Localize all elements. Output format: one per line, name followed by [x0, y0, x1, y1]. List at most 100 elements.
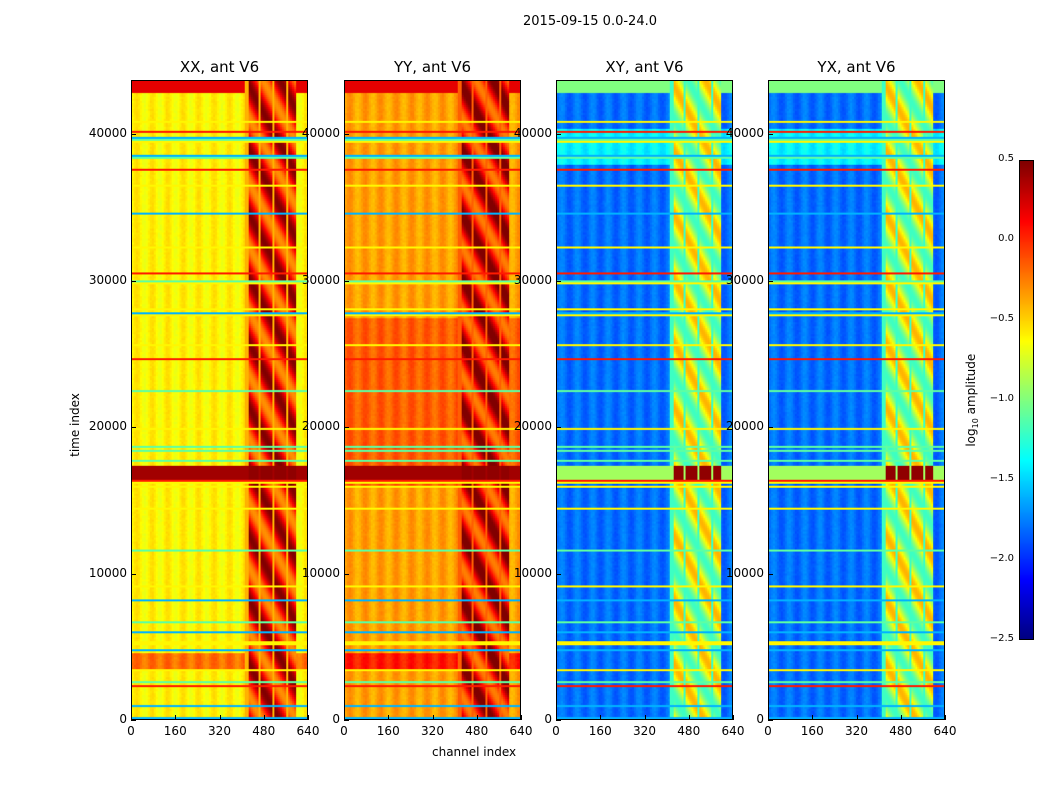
y-tick-label: 10000	[513, 565, 552, 580]
x-tick-label: 480	[252, 724, 276, 738]
panel-title: YX, ant V6	[817, 58, 896, 76]
y-tick-mark	[768, 134, 773, 136]
x-tick-label: 160	[588, 724, 612, 738]
heatmap-panel	[768, 80, 945, 720]
y-tick-label: 20000	[88, 419, 127, 434]
y-tick-mark	[556, 280, 561, 282]
y-tick-mark	[131, 280, 136, 282]
x-tick-mark	[733, 715, 734, 720]
panel-title: XX, ant V6	[179, 58, 260, 76]
y-tick-label: 30000	[301, 272, 340, 287]
y-tick-mark	[344, 427, 349, 429]
x-tick-mark	[476, 715, 478, 720]
x-tick-mark	[388, 715, 390, 720]
x-tick-mark	[812, 715, 814, 720]
y-tick-mark	[556, 134, 561, 136]
x-tick-mark	[308, 715, 309, 720]
x-tick-mark	[344, 715, 345, 720]
heatmap-panel	[556, 80, 733, 720]
x-tick-mark	[945, 715, 946, 720]
y-tick-mark	[131, 573, 136, 575]
y-tick-mark	[768, 427, 773, 429]
y-tick-label: 20000	[513, 419, 552, 434]
y-tick-label: 40000	[301, 126, 340, 141]
y-tick-mark	[768, 720, 773, 721]
x-tick-label: 640	[721, 724, 745, 738]
x-tick-label: 0	[764, 724, 772, 738]
colorbar-tick-label: −1.5	[989, 473, 1014, 484]
y-tick-mark	[556, 427, 561, 429]
x-tick-label: 160	[376, 724, 400, 738]
x-tick-label: 320	[421, 724, 444, 738]
y-tick-mark	[768, 280, 773, 282]
x-tick-mark	[432, 715, 434, 720]
y-tick-label: 0	[332, 712, 340, 726]
x-tick-mark	[219, 715, 221, 720]
x-tick-label: 640	[509, 724, 533, 738]
colorbar	[1019, 160, 1034, 640]
y-tick-mark	[344, 134, 349, 136]
x-tick-mark	[600, 715, 602, 720]
x-tick-mark	[131, 715, 132, 720]
x-tick-label: 0	[127, 724, 135, 738]
colorbar-tick-label: 0.0	[998, 233, 1014, 244]
x-tick-mark	[644, 715, 646, 720]
heatmap-image	[132, 81, 307, 719]
y-tick-label: 30000	[725, 272, 764, 287]
y-tick-mark	[344, 573, 349, 575]
y-tick-label: 0	[544, 712, 552, 726]
y-tick-label: 0	[756, 712, 764, 726]
x-tick-label: 480	[677, 724, 701, 738]
heatmap-image	[557, 81, 732, 719]
colorbar-tick-label: −1.0	[989, 393, 1014, 404]
x-tick-label: 480	[889, 724, 913, 738]
colorbar-tick-label: −0.5	[989, 313, 1014, 324]
y-tick-label: 10000	[725, 565, 764, 580]
x-tick-mark	[521, 715, 522, 720]
y-tick-mark	[344, 720, 349, 721]
y-tick-label: 40000	[513, 126, 552, 141]
x-tick-label: 160	[800, 724, 824, 738]
y-tick-mark	[768, 573, 773, 575]
colorbar-gradient	[1020, 161, 1033, 639]
y-tick-mark	[556, 573, 561, 575]
y-tick-mark	[131, 134, 136, 136]
y-tick-label: 20000	[301, 419, 340, 434]
colorbar-tick-label: −2.0	[989, 553, 1014, 564]
figure-title: 2015-09-15 0.0-24.0	[523, 14, 657, 29]
y-tick-label: 30000	[88, 272, 127, 287]
x-tick-mark	[263, 715, 265, 720]
panel-title: YY, ant V6	[393, 58, 471, 76]
x-tick-label: 640	[296, 724, 320, 738]
colorbar-tick-label: −2.5	[989, 633, 1014, 644]
x-tick-label: 480	[465, 724, 489, 738]
colorbar-tick-label: 0.5	[998, 153, 1014, 164]
x-tick-label: 640	[933, 724, 957, 738]
x-tick-mark	[768, 715, 769, 720]
x-tick-label: 320	[845, 724, 868, 738]
x-tick-mark	[175, 715, 177, 720]
y-tick-mark	[131, 720, 136, 721]
heatmap-image	[345, 81, 520, 719]
heatmap-panel	[344, 80, 521, 720]
x-tick-mark	[900, 715, 902, 720]
panel-title: XY, ant V6	[605, 58, 684, 76]
y-tick-mark	[344, 280, 349, 282]
x-tick-mark	[688, 715, 690, 720]
x-tick-mark	[556, 715, 557, 720]
y-tick-label: 20000	[725, 419, 764, 434]
y-tick-label: 10000	[301, 565, 340, 580]
x-axis-label: channel index	[432, 745, 517, 759]
y-tick-label: 30000	[513, 272, 552, 287]
x-tick-label: 0	[552, 724, 560, 738]
x-tick-label: 160	[163, 724, 187, 738]
x-tick-mark	[856, 715, 858, 720]
heatmap-image	[769, 81, 944, 719]
y-tick-label: 40000	[88, 126, 127, 141]
x-tick-label: 0	[340, 724, 348, 738]
y-tick-mark	[131, 427, 136, 429]
x-tick-label: 320	[633, 724, 656, 738]
y-tick-label: 10000	[88, 565, 127, 580]
y-tick-mark	[556, 720, 561, 721]
